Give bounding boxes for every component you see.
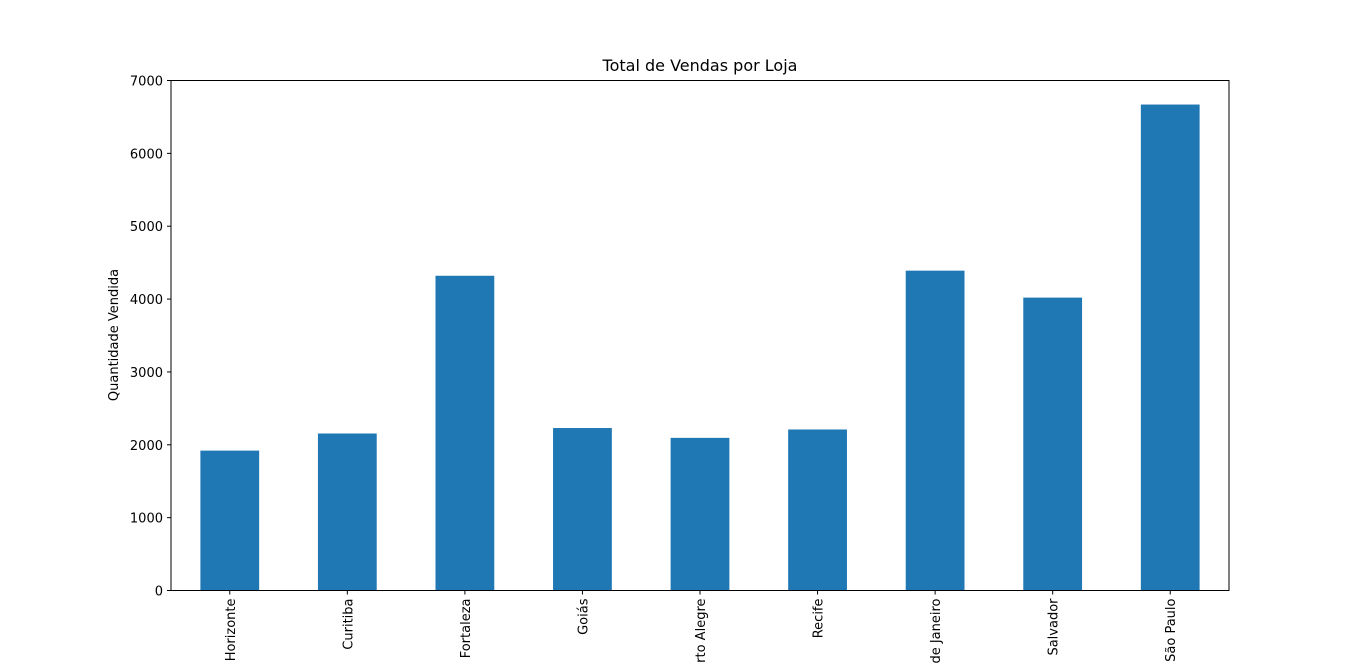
y-tick-label: 3000	[130, 366, 163, 381]
bars-group	[200, 104, 1200, 591]
x-tick-label: Porto Alegre	[694, 599, 709, 664]
chart-title: Total de Vendas por Loja	[602, 56, 798, 75]
y-axis-label: Quantidade Vendida	[107, 269, 122, 401]
x-tick-label: Goiás	[576, 598, 591, 635]
bar-porto-alegre	[670, 437, 730, 591]
x-tick-label: Salvador	[1047, 598, 1062, 656]
x-tick-label: Belo Horizonte	[224, 599, 239, 664]
x-tick-label: Recife	[812, 598, 827, 638]
bar-curitiba	[317, 433, 377, 591]
bar-belo-horizonte	[200, 450, 260, 591]
x-tick-label: Fortaleza	[459, 599, 474, 659]
bar-fortaleza	[435, 275, 495, 591]
y-tick-label: 5000	[130, 220, 163, 235]
y-axis: 0 1000 2000 3000 4000 5000 6000 7000	[130, 75, 171, 600]
bar-são-paulo	[1140, 104, 1200, 591]
y-tick-label: 0	[155, 585, 163, 600]
bar-salvador	[1023, 297, 1083, 591]
y-tick-label: 2000	[130, 439, 163, 454]
x-tick-label: São Paulo	[1164, 598, 1179, 661]
x-axis: Belo Horizonte Curitiba Fortaleza Goiás Port…	[224, 590, 1179, 668]
bar-goiás	[553, 428, 612, 591]
bar-rio-de-janeiro	[905, 270, 965, 591]
y-tick-label: 1000	[130, 512, 163, 527]
x-tick-label: Rio de Janeiro	[929, 598, 944, 663]
y-tick-label: 7000	[130, 75, 163, 90]
x-tick-label: Curitiba	[341, 599, 356, 650]
bar-recife	[788, 429, 847, 591]
y-tick-label: 6000	[130, 147, 163, 162]
plot-frame	[170, 80, 1230, 591]
y-tick-label: 4000	[130, 293, 163, 308]
